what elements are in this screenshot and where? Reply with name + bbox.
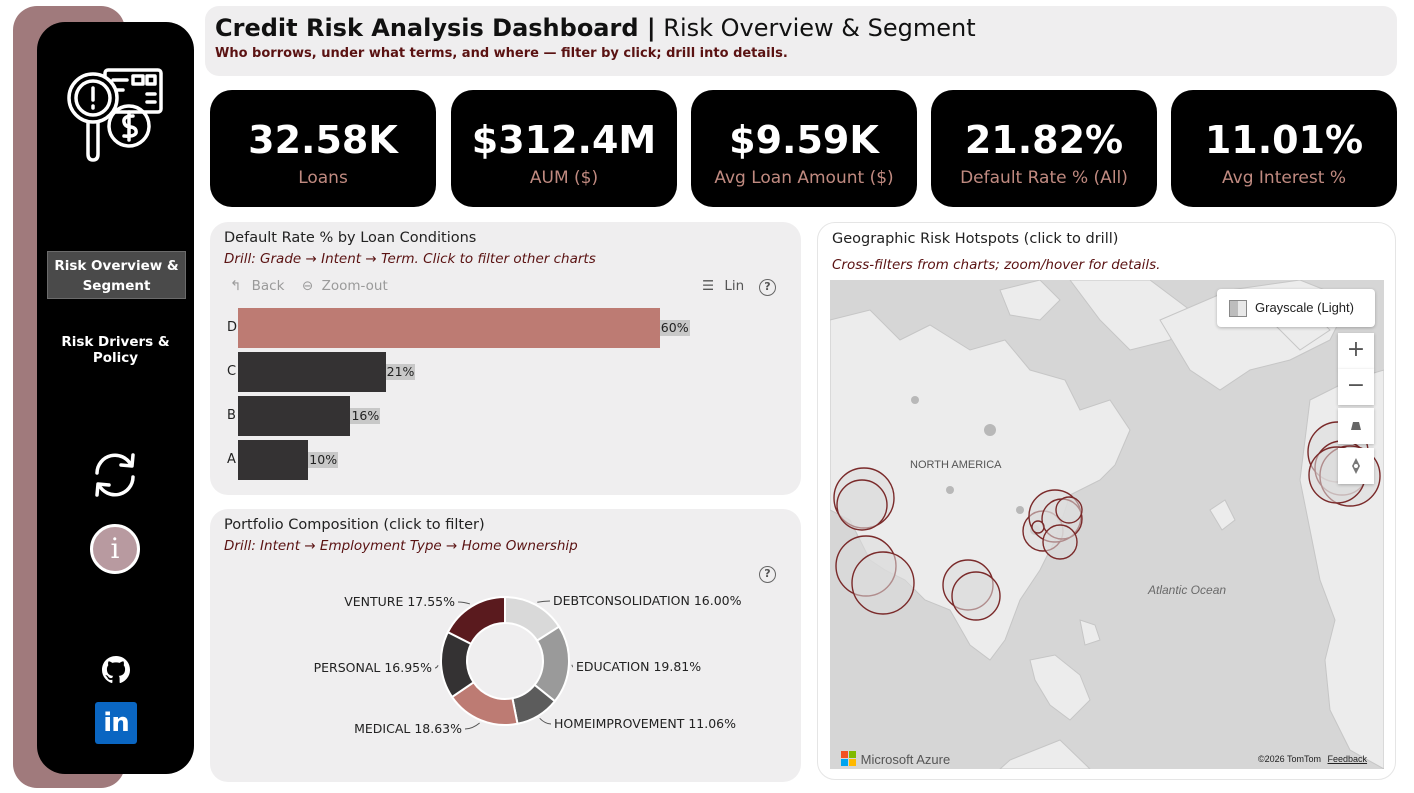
portfolio-panel: Portfolio Composition (click to filter) … [210, 509, 801, 782]
page-title: Credit Risk Analysis Dashboard | Risk Ov… [215, 14, 976, 42]
scale-toggle-button[interactable]: ☰ Lin [702, 278, 744, 294]
scale-label: Lin [724, 278, 745, 294]
kpi-card-avg-loan: $9.59K Avg Loan Amount ($) [691, 90, 917, 207]
map-style-label: Grayscale (Light) [1255, 300, 1354, 315]
nav-risk-overview-segment[interactable]: Risk Overview & Segment [47, 251, 186, 299]
bar-value-label: 16% [350, 408, 381, 424]
feedback-link[interactable]: Feedback [1327, 754, 1368, 764]
default-rate-panel: Default Rate % by Loan Conditions Drill:… [210, 222, 801, 495]
help-icon[interactable]: ? [759, 279, 776, 296]
donut-slice-label: EDUCATION 19.81% [576, 659, 701, 674]
nav-risk-drivers-policy[interactable]: Risk Drivers & Policy [61, 334, 170, 366]
panel-drill-hint: Drill: Intent → Employment Type → Home O… [224, 538, 578, 554]
linkedin-icon[interactable]: in [95, 702, 137, 744]
donut-leader-line [539, 717, 552, 725]
kpi-label: Default Rate % (All) [960, 168, 1128, 188]
info-icon[interactable]: i [90, 524, 140, 574]
compass-icon [1352, 458, 1360, 474]
map-style-button[interactable]: Grayscale (Light) [1217, 289, 1375, 327]
microsoft-logo-icon [841, 751, 856, 766]
map-canvas: NORTH AMERICA Atlantic Ocean [830, 280, 1384, 769]
kpi-value: 21.82% [964, 118, 1124, 162]
donut-slice-label: VENTURE 17.55% [344, 594, 455, 609]
panel-title: Default Rate % by Loan Conditions [224, 230, 477, 246]
map-attribution: ©2026 TomTom Feedback [1258, 754, 1367, 764]
azure-brand: Microsoft Azure [841, 751, 950, 767]
map-zoom-out-button[interactable]: − [1338, 369, 1374, 405]
map-compass-button[interactable] [1338, 448, 1374, 484]
help-icon[interactable]: ? [759, 566, 776, 583]
donut-slice-label: HOMEIMPROVEMENT 11.06% [554, 716, 736, 731]
donut-slice-label: PERSONAL 16.95% [314, 660, 433, 675]
map-label-atlantic: Atlantic Ocean [1147, 583, 1226, 597]
page-subtitle: Who borrows, under what terms, and where… [215, 46, 788, 61]
default-rate-bar-chart: D 60% C 21% B 16% A 10% [210, 308, 801, 484]
portfolio-donut-chart: DEBTCONSOLIDATION 16.00% EDUCATION 19.81%… [314, 593, 742, 736]
bar-category-label: A [227, 452, 236, 467]
kpi-label: Avg Loan Amount ($) [714, 168, 894, 188]
list-icon: ☰ [702, 278, 715, 294]
map-style-icon [1229, 300, 1247, 317]
bar-grade-c[interactable] [238, 352, 386, 392]
map-zoom-in-button[interactable]: + [1338, 333, 1374, 369]
pitch-icon [1351, 422, 1361, 430]
map-label-north-america: NORTH AMERICA [910, 459, 1002, 471]
back-arrow-icon: ↰ [230, 278, 242, 294]
refresh-icon[interactable] [87, 447, 143, 503]
kpi-card-avg-interest: 11.01% Avg Interest % [1171, 90, 1397, 207]
kpi-value: 32.58K [248, 118, 398, 162]
panel-title: Portfolio Composition (click to filter) [224, 517, 485, 533]
copyright-text: ©2026 TomTom [1258, 754, 1321, 764]
donut-slice-label: DEBTCONSOLIDATION 16.00% [553, 593, 742, 608]
zoom-out-button[interactable]: ⊖ Zoom-out [302, 278, 388, 294]
bar-grade-d[interactable] [238, 308, 660, 348]
github-icon[interactable] [101, 655, 131, 687]
back-label: Back [251, 278, 285, 294]
zoom-out-icon: ⊖ [302, 278, 314, 294]
zoom-out-label: Zoom-out [321, 278, 388, 294]
back-button[interactable]: ↰ Back [230, 278, 284, 294]
donut-leader-line [464, 722, 480, 730]
panel-drill-hint: Drill: Grade → Intent → Term. Click to f… [224, 251, 596, 267]
bar-category-label: B [227, 408, 236, 423]
sidebar: Risk Overview & Segment Risk Drivers & P… [37, 22, 194, 774]
donut-leader-line [571, 664, 574, 668]
kpi-label: AUM ($) [529, 168, 599, 188]
donut-slice-label: MEDICAL 18.63% [354, 721, 462, 736]
kpi-card-aum: $312.4M AUM ($) [451, 90, 677, 207]
geo-map[interactable]: NORTH AMERICA Atlantic Ocean Grayscale (… [830, 280, 1384, 769]
kpi-card-default-rate: 21.82% Default Rate % (All) [931, 90, 1157, 207]
map-pitch-button[interactable] [1338, 408, 1374, 444]
panel-title: Geographic Risk Hotspots (click to drill… [832, 231, 1119, 247]
bar-value-label: 60% [659, 320, 690, 336]
kpi-card-loans: 32.58K Loans [210, 90, 436, 207]
azure-brand-label: Microsoft Azure [860, 752, 951, 767]
donut-leader-line [434, 665, 439, 669]
kpi-value: $9.59K [729, 118, 879, 162]
bar-category-label: C [227, 364, 237, 379]
kpi-label: Avg Interest % [1222, 168, 1346, 188]
map-panel: Geographic Risk Hotspots (click to drill… [817, 222, 1396, 780]
bar-grade-a[interactable] [238, 440, 309, 480]
bar-category-label: D [227, 320, 238, 335]
kpi-value: 11.01% [1204, 118, 1364, 162]
donut-leader-line [537, 600, 551, 603]
kpi-label: Loans [298, 168, 348, 188]
bar-value-label: 21% [385, 364, 416, 380]
bar-value-label: 10% [308, 452, 339, 468]
credit-risk-logo-icon [67, 68, 163, 162]
donut-leader-line [457, 601, 471, 605]
header-banner: Credit Risk Analysis Dashboard | Risk Ov… [205, 6, 1397, 76]
bar-grade-b[interactable] [238, 396, 351, 436]
donut-slice-venture[interactable] [446, 595, 506, 646]
kpi-value: $312.4M [471, 118, 657, 162]
panel-subtitle: Cross-filters from charts; zoom/hover fo… [832, 257, 1161, 273]
